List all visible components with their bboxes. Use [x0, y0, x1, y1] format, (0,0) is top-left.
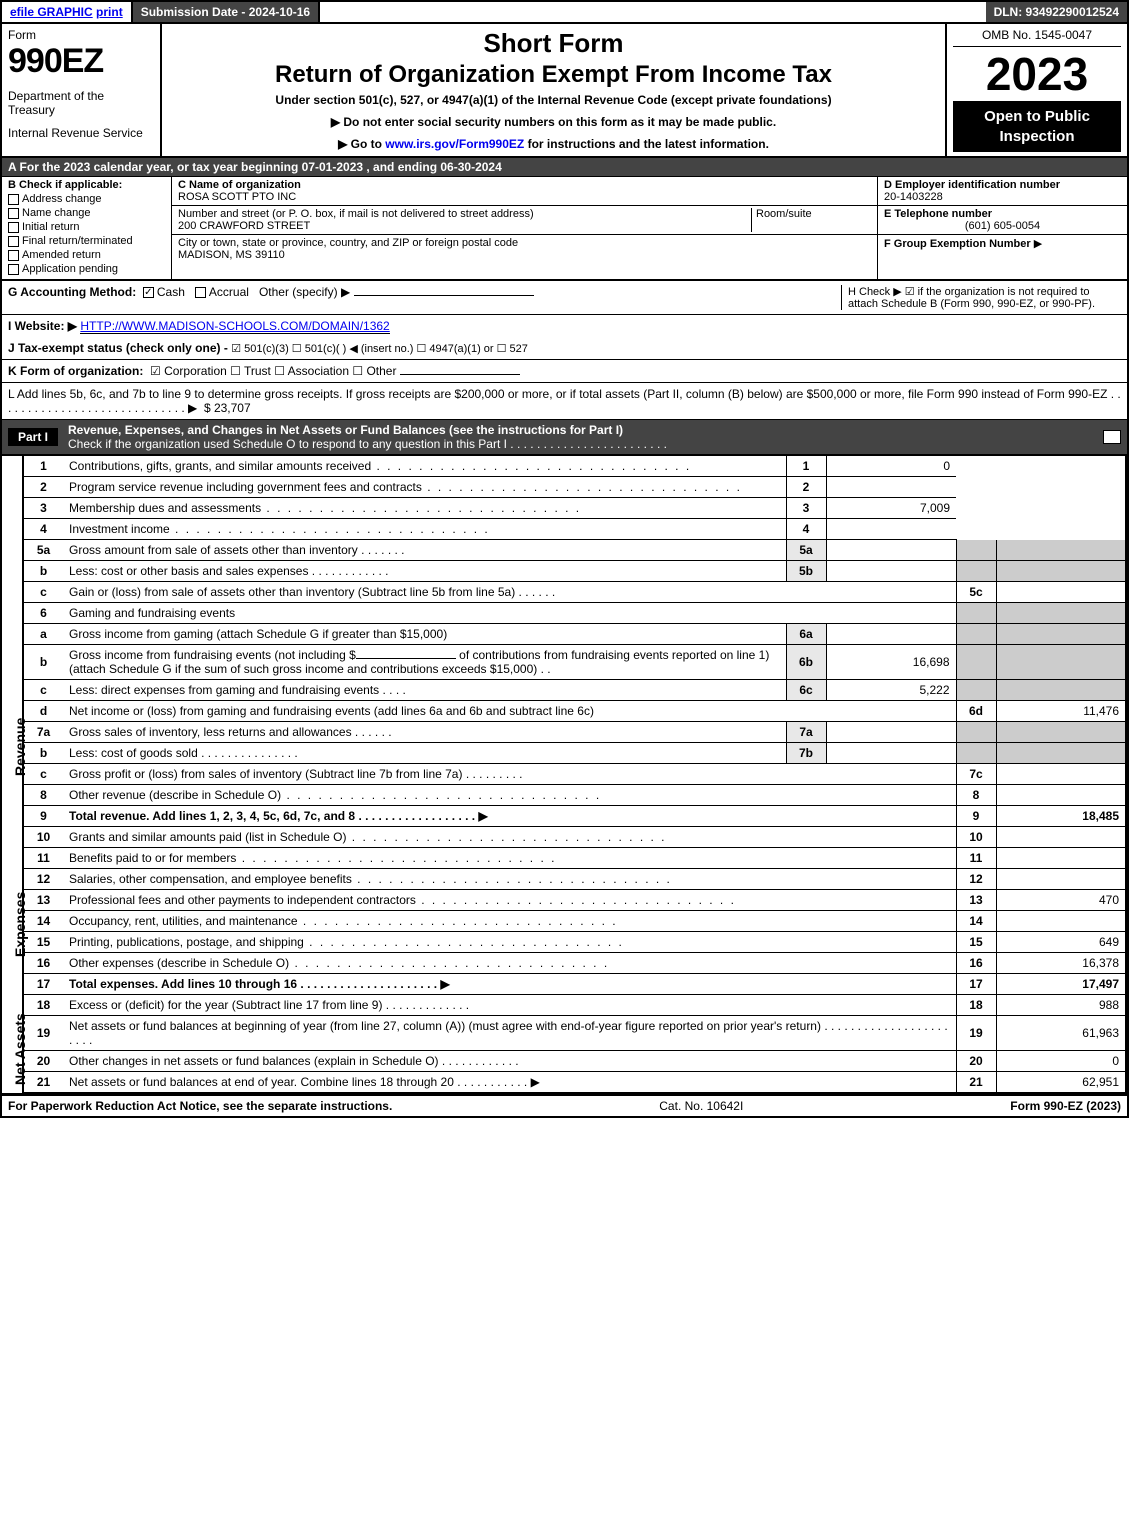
col-b: B Check if applicable: Address change Na… — [2, 177, 172, 279]
return-title: Return of Organization Exempt From Incom… — [172, 61, 935, 89]
form-header: Form 990EZ Department of the Treasury In… — [0, 24, 1129, 158]
c-street-lbl: Number and street (or P. O. box, if mail… — [178, 208, 751, 220]
dln: DLN: 93492290012524 — [986, 2, 1127, 22]
short-form-title: Short Form — [172, 28, 935, 59]
header-left: Form 990EZ Department of the Treasury In… — [2, 24, 162, 156]
form-word: Form — [8, 28, 154, 42]
footer-catno: Cat. No. 10642I — [392, 1099, 1010, 1113]
d-val: 20-1403228 — [884, 191, 1121, 203]
dept-treasury: Department of the Treasury — [8, 89, 154, 118]
cb-accrual[interactable] — [195, 287, 206, 298]
form-number: 990EZ — [8, 42, 154, 81]
submission-date: Submission Date - 2024-10-16 — [133, 2, 320, 22]
section-bcdef: B Check if applicable: Address change Na… — [0, 177, 1129, 281]
part1-checkbox[interactable] — [1103, 430, 1121, 444]
row-j: J Tax-exempt status (check only one) - ☑… — [0, 337, 1129, 360]
open-to-public: Open to Public Inspection — [953, 101, 1121, 152]
j-opts: ☑ 501(c)(3) ☐ 501(c)( ) ◀ (insert no.) ☐… — [231, 343, 528, 355]
dept-irs: Internal Revenue Service — [8, 126, 154, 140]
c-city: MADISON, MS 39110 — [178, 249, 871, 261]
k-other-input[interactable] — [400, 374, 520, 375]
cb-initial-return[interactable]: Initial return — [8, 221, 165, 233]
expenses-vert-label: Expenses — [12, 892, 28, 957]
row-l: L Add lines 5b, 6c, and 7b to line 9 to … — [0, 383, 1129, 420]
expenses-section: Expenses 10Grants and similar amounts pa… — [0, 827, 1129, 995]
netassets-section: Net Assets 18Excess or (deficit) for the… — [0, 995, 1129, 1095]
line-a: A For the 2023 calendar year, or tax yea… — [0, 158, 1129, 177]
omb-number: OMB No. 1545-0047 — [953, 28, 1121, 47]
col-def: D Employer identification number 20-1403… — [877, 177, 1127, 279]
g-lbl: G Accounting Method: — [8, 285, 136, 299]
c-street: 200 CRAWFORD STREET — [178, 220, 751, 232]
page-footer: For Paperwork Reduction Act Notice, see … — [0, 1095, 1129, 1118]
c-city-lbl: City or town, state or province, country… — [178, 237, 871, 249]
revenue-vert-label: Revenue — [12, 718, 28, 776]
efile-text[interactable]: efile GRAPHIC — [10, 5, 93, 19]
f-lbl: F Group Exemption Number — [884, 238, 1031, 250]
d-lbl: D Employer identification number — [884, 179, 1121, 191]
h-box: H Check ▶ ☑ if the organization is not r… — [841, 285, 1121, 310]
row-k: K Form of organization: ☑ Corporation ☐ … — [0, 360, 1129, 383]
c-name-lbl: C Name of organization — [178, 179, 871, 191]
netassets-table: 18Excess or (deficit) for the year (Subt… — [22, 995, 1127, 1093]
row-i: I Website: ▶ HTTP://WWW.MADISON-SCHOOLS.… — [0, 315, 1129, 337]
col-c: C Name of organization ROSA SCOTT PTO IN… — [172, 177, 877, 279]
revenue-section: Revenue 1Contributions, gifts, grants, a… — [0, 456, 1129, 827]
b-header: B Check if applicable: — [8, 179, 165, 191]
g-other-input[interactable] — [354, 295, 534, 296]
irs-link[interactable]: www.irs.gov/Form990EZ — [385, 137, 524, 151]
under-section: Under section 501(c), 527, or 4947(a)(1)… — [172, 93, 935, 107]
netassets-vert-label: Net Assets — [12, 1013, 28, 1085]
part1-label: Part I — [8, 428, 58, 446]
k-lbl: K Form of organization: — [8, 364, 143, 378]
cb-name-change[interactable]: Name change — [8, 207, 165, 219]
k-opts: ☑ Corporation ☐ Trust ☐ Association ☐ Ot… — [150, 364, 396, 378]
l-text: L Add lines 5b, 6c, and 7b to line 9 to … — [8, 387, 1121, 415]
header-mid: Short Form Return of Organization Exempt… — [162, 24, 947, 156]
e-lbl: E Telephone number — [884, 208, 1121, 220]
ssn-note: ▶ Do not enter social security numbers o… — [172, 115, 935, 129]
cb-final-return[interactable]: Final return/terminated — [8, 235, 165, 247]
part1-check: Check if the organization used Schedule … — [68, 437, 667, 451]
print-link[interactable]: print — [96, 5, 123, 19]
header-right: OMB No. 1545-0047 2023 Open to Public In… — [947, 24, 1127, 156]
j-lbl: J Tax-exempt status (check only one) - — [8, 341, 228, 355]
cb-cash[interactable] — [143, 287, 154, 298]
goto-note: ▶ Go to www.irs.gov/Form990EZ for instru… — [172, 137, 935, 151]
f-arrow: ▶ — [1034, 238, 1042, 250]
top-bar: efile GRAPHIC print Submission Date - 20… — [0, 0, 1129, 24]
row-gh: G Accounting Method: Cash Accrual Other … — [0, 281, 1129, 315]
c-room-lbl: Room/suite — [751, 208, 871, 232]
expenses-table: 10Grants and similar amounts paid (list … — [22, 827, 1127, 995]
cb-amended-return[interactable]: Amended return — [8, 249, 165, 261]
goto-pre: ▶ Go to — [338, 137, 385, 151]
footer-formref: Form 990-EZ (2023) — [1010, 1099, 1121, 1113]
l-val: $ 23,707 — [204, 401, 251, 415]
h-text: H Check ▶ ☑ if the organization is not r… — [848, 286, 1095, 310]
footer-left: For Paperwork Reduction Act Notice, see … — [8, 1099, 392, 1113]
goto-post: for instructions and the latest informat… — [524, 137, 769, 151]
tax-year: 2023 — [953, 51, 1121, 97]
efile-link[interactable]: efile GRAPHIC print — [2, 2, 133, 22]
revenue-table: 1Contributions, gifts, grants, and simil… — [22, 456, 1127, 827]
part1-desc: Revenue, Expenses, and Changes in Net As… — [68, 423, 623, 437]
cb-address-change[interactable]: Address change — [8, 193, 165, 205]
i-lbl: I Website: ▶ — [8, 319, 77, 333]
e-val: (601) 605-0054 — [884, 220, 1121, 232]
g-other: Other (specify) ▶ — [259, 285, 350, 299]
part1-header: Part I Revenue, Expenses, and Changes in… — [0, 420, 1129, 456]
i-url[interactable]: HTTP://WWW.MADISON-SCHOOLS.COM/DOMAIN/13… — [80, 319, 389, 334]
cb-application-pending[interactable]: Application pending — [8, 263, 165, 275]
c-name: ROSA SCOTT PTO INC — [178, 191, 871, 203]
